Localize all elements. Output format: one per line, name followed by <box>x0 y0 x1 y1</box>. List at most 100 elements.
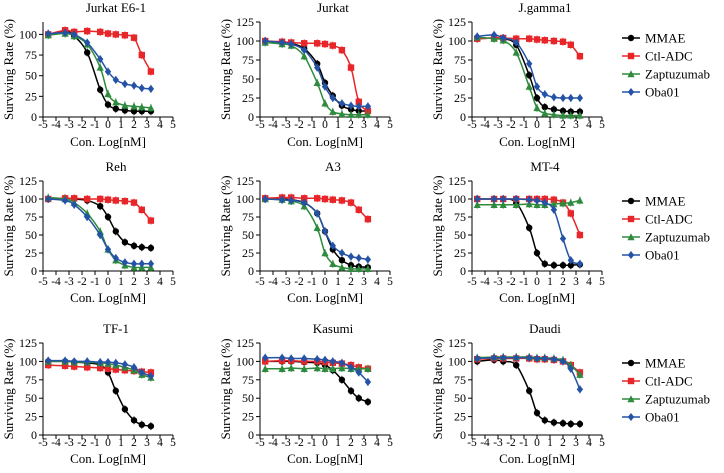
data-point <box>104 90 112 98</box>
x-tick-label: 5 <box>170 276 176 288</box>
y-tick-label: 125 <box>19 174 37 188</box>
x-tick-label: -1 <box>307 437 317 449</box>
data-point <box>71 30 78 39</box>
data-point <box>147 68 155 75</box>
data-point <box>121 197 129 205</box>
x-tick-label: 5 <box>599 437 605 449</box>
data-point <box>314 63 321 72</box>
x-tick-label: 0 <box>322 437 328 449</box>
y-tick-label: 0 <box>31 110 37 124</box>
data-point <box>576 385 584 394</box>
data-point <box>364 378 372 387</box>
y-tick-label: 0 <box>248 110 254 124</box>
x-tick-label: -5 <box>467 276 477 288</box>
y-tick-label: 100 <box>236 34 254 48</box>
data-point <box>559 38 567 45</box>
data-point <box>84 38 91 47</box>
x-tick-label: -4 <box>51 119 61 131</box>
data-point <box>513 195 520 203</box>
data-point <box>138 244 145 251</box>
x-tick-label: -2 <box>506 119 516 131</box>
data-point <box>559 107 567 115</box>
x-tick-label: 5 <box>599 276 605 288</box>
data-point <box>567 364 574 373</box>
data-point <box>338 110 346 118</box>
data-point <box>338 263 346 271</box>
data-point <box>130 102 138 110</box>
y-tick-label: 50 <box>25 69 37 83</box>
x-tick-label: 2 <box>348 276 354 288</box>
y-tick-label: 100 <box>236 354 254 368</box>
series-oba01 <box>262 37 372 111</box>
x-tick-label: 1 <box>547 276 553 288</box>
data-point <box>130 242 138 249</box>
data-point <box>313 364 321 372</box>
data-point <box>314 195 321 202</box>
x-tick-label: 4 <box>374 276 380 288</box>
data-point <box>300 364 308 372</box>
data-point <box>301 46 308 55</box>
data-point <box>121 79 129 88</box>
series-oba01 <box>474 353 584 394</box>
series-oba01 <box>262 195 372 264</box>
data-point <box>301 40 308 47</box>
data-point <box>97 203 104 210</box>
legend-label: MMAE <box>645 356 686 371</box>
x-tick-label: 3 <box>361 276 367 288</box>
data-point <box>512 48 520 56</box>
x-tick-label: -1 <box>519 437 529 449</box>
x-tick-label: 5 <box>170 119 176 131</box>
data-point <box>147 372 155 381</box>
x-tick-label: -3 <box>281 437 291 449</box>
data-point <box>288 196 295 205</box>
data-point <box>526 59 533 68</box>
x-tick-label: 2 <box>131 437 137 449</box>
data-point <box>71 363 78 370</box>
fit-curve <box>48 32 151 109</box>
data-point <box>338 46 346 54</box>
data-point <box>300 52 308 60</box>
data-point <box>314 40 321 47</box>
series-ctl-adc <box>262 193 372 224</box>
x-tick-label: 1 <box>118 119 124 131</box>
x-tick-label: -2 <box>77 119 87 131</box>
x-tick-label: 1 <box>335 119 341 131</box>
data-point <box>138 259 145 268</box>
x-tick-label: -5 <box>467 119 477 131</box>
data-point <box>526 195 533 204</box>
y-tick-label: 0 <box>248 264 254 278</box>
y-tick-label: 100 <box>448 192 466 206</box>
data-point <box>576 196 584 204</box>
data-point <box>84 49 91 56</box>
legend-row-3: MMAE Ctl-ADC Zaptuzumab Oba01 <box>622 356 710 425</box>
x-tick-label: -5 <box>38 437 48 449</box>
y-tick-label: 75 <box>242 53 254 67</box>
y-tick-label: 0 <box>460 264 466 278</box>
data-point <box>112 105 120 112</box>
data-point <box>576 231 584 239</box>
data-point <box>500 195 507 203</box>
data-point <box>84 213 91 221</box>
data-point <box>576 420 584 428</box>
data-point <box>364 110 372 118</box>
data-point <box>71 357 78 366</box>
data-point <box>71 200 78 209</box>
data-point <box>576 370 584 378</box>
data-point <box>576 94 584 102</box>
data-point <box>541 198 548 207</box>
x-tick-label: -1 <box>307 119 317 131</box>
legend-label: Oba01 <box>645 248 680 263</box>
y-tick-label: 25 <box>454 91 466 105</box>
data-point <box>121 107 129 114</box>
series-oba01 <box>45 356 155 381</box>
data-point <box>541 103 548 111</box>
y-tick-label: 100 <box>19 192 37 206</box>
legend-marker <box>627 377 635 385</box>
data-point <box>550 110 558 118</box>
data-point <box>104 213 112 221</box>
x-tick-label: -1 <box>519 119 529 131</box>
